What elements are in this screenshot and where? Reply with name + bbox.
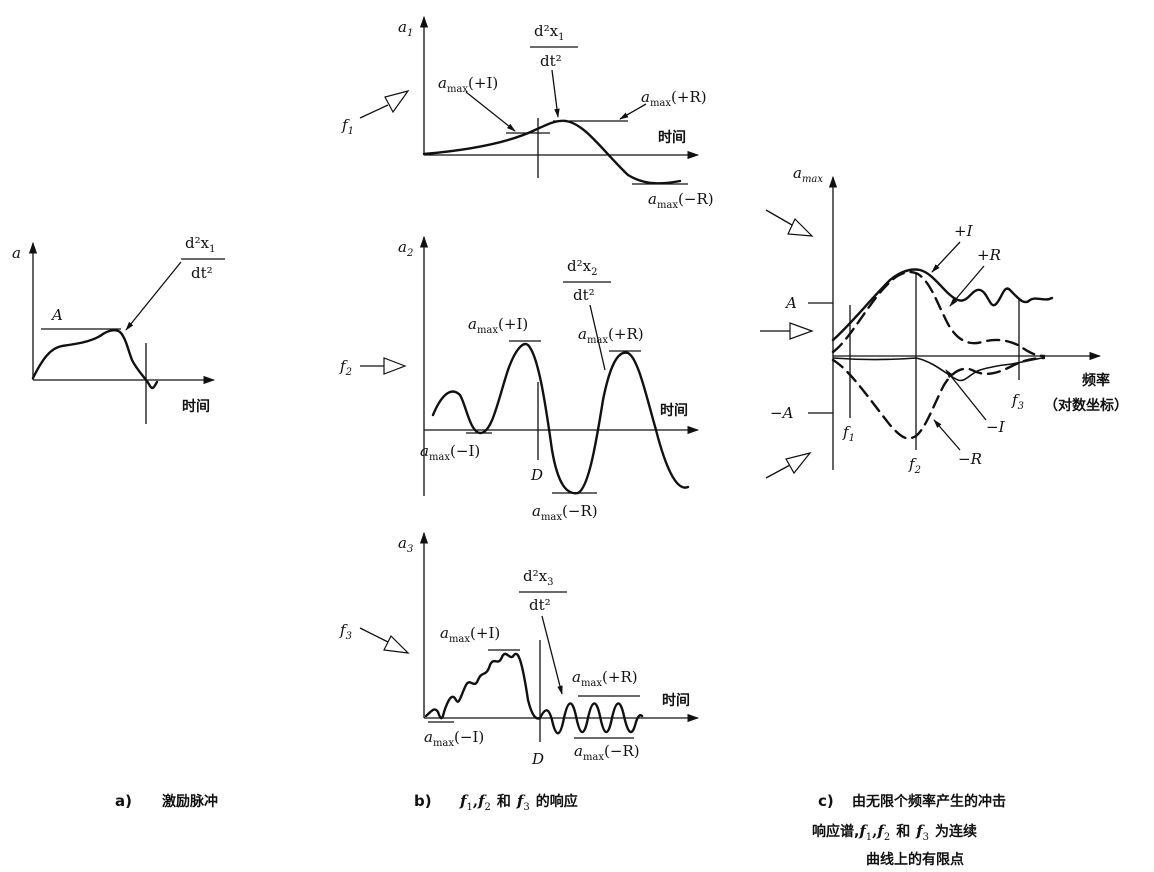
minus-r-curve-label: −R bbox=[958, 450, 982, 468]
f3-y-label: a3 bbox=[398, 534, 413, 555]
f1-x-label: 时间 bbox=[658, 129, 686, 146]
f2-amax-minus-r-label: amax(−R) bbox=[532, 502, 598, 523]
f1-excitation-label: f1 bbox=[341, 116, 354, 137]
caption-a-text: 激励脉冲 bbox=[162, 793, 218, 810]
plus-r-spectrum-curve bbox=[831, 270, 1046, 358]
svg-text:d²x2: d²x2 bbox=[567, 257, 597, 278]
svg-text:d²x1: d²x1 bbox=[185, 234, 215, 255]
plus-r-pointer bbox=[949, 265, 985, 307]
f3-derivative-pointer bbox=[541, 615, 563, 695]
caption-a: a) 激励脉冲 bbox=[115, 792, 218, 810]
panel-b-f1-response: a1 时间 f1 d²x1 dt² amax(+I) amax(+R) amax… bbox=[341, 15, 714, 211]
minus-i-curve-label: −I bbox=[986, 418, 1006, 436]
panel-a-derivative-pointer bbox=[125, 261, 182, 331]
f2-y-label: a2 bbox=[398, 238, 413, 259]
svg-text:d²x1: d²x1 bbox=[534, 22, 564, 43]
f1-arrow-shaft bbox=[359, 104, 389, 119]
panel-a-excitation-pulse: a 时间 A d²x1 dt² bbox=[12, 234, 225, 424]
f3-amax-minus-i-label: amax(−I) bbox=[424, 728, 484, 749]
dt2-text: dt² bbox=[191, 264, 213, 282]
f2-amax-plus-i-label: amax(+I) bbox=[468, 315, 528, 336]
lower-arrow-shaft bbox=[765, 464, 791, 479]
f3-frequency-label: f3 bbox=[1011, 391, 1024, 412]
f2-frequency-label: f2 bbox=[908, 455, 921, 476]
f3-hollow-arrow-icon bbox=[383, 634, 410, 654]
caption-b-text: f1,f2 和 f3 的响应 bbox=[459, 792, 578, 813]
minus-r-pointer bbox=[933, 419, 961, 451]
panel-a-y-label: a bbox=[12, 244, 21, 262]
f3-amax-minus-r-label: amax(−R) bbox=[574, 742, 640, 763]
upper-arrow-shaft bbox=[765, 209, 793, 226]
f2-derivative-label: d²x2 dt² bbox=[563, 257, 611, 304]
f1-plus-r-pointer bbox=[619, 103, 647, 120]
f1-response-curve bbox=[422, 119, 682, 185]
f2-amax-plus-r-label: amax(+R) bbox=[578, 325, 644, 346]
f1-derivative-label: d²x1 dt² bbox=[530, 22, 578, 70]
spectrum-y-label: amax bbox=[793, 164, 823, 185]
caption-c-line3: 曲线上的有限点 bbox=[866, 851, 964, 868]
spectrum-x-sublabel: （对数坐标） bbox=[1044, 397, 1128, 414]
svg-text:dt²: dt² bbox=[540, 52, 562, 70]
lower-hollow-arrow-icon bbox=[785, 451, 812, 475]
f3-derivative-label: d²x3 dt² bbox=[519, 567, 567, 614]
f2-hollow-arrow-icon bbox=[383, 357, 407, 375]
f2-amax-minus-i-label: amax(−I) bbox=[420, 442, 480, 463]
caption-a-letter: a) bbox=[115, 792, 132, 810]
caption-b: b) f1,f2 和 f3 的响应 bbox=[414, 792, 578, 813]
f2-excitation-label: f2 bbox=[339, 357, 352, 378]
d2x-text: d²x bbox=[185, 234, 210, 252]
middle-hollow-arrow-icon bbox=[789, 322, 814, 340]
plus-i-spectrum-curve bbox=[831, 268, 1054, 342]
plus-i-curve-label: +I bbox=[954, 222, 974, 240]
f3-response-curve bbox=[424, 652, 644, 735]
panel-c-shock-response-spectrum: amax A −A f1 f2 f3 频率 （对数坐标） +I +R −I −R bbox=[760, 164, 1128, 479]
f1-amax-minus-r-label: amax(−R) bbox=[648, 190, 714, 211]
minus-i-spectrum-curve bbox=[832, 357, 1043, 382]
f3-x-label: 时间 bbox=[662, 692, 690, 709]
panel-a-pulse-curve bbox=[31, 328, 159, 390]
minus-a-label: −A bbox=[770, 404, 794, 422]
caption-c-letter: c) bbox=[818, 792, 834, 810]
spectrum-x-label: 频率 bbox=[1082, 372, 1110, 389]
f3-amax-plus-r-label: amax(+R) bbox=[572, 668, 638, 689]
minus-i-pointer bbox=[945, 369, 987, 421]
upper-hollow-arrow-icon bbox=[787, 217, 814, 237]
f1-amax-plus-r-label: amax(+R) bbox=[641, 88, 707, 109]
f1-y-label: a1 bbox=[398, 18, 413, 39]
caption-c-line2: 响应谱,f1,f2 和 f3 为连续 bbox=[812, 822, 977, 843]
f1-frequency-label: f1 bbox=[842, 423, 855, 444]
svg-text:dt²: dt² bbox=[529, 596, 551, 614]
f2-d-mark: D bbox=[530, 466, 543, 484]
caption-c: c) 由无限个频率产生的冲击 响应谱,f1,f2 和 f3 为连续 曲线上的有限点 bbox=[812, 792, 1006, 868]
plus-a-label: A bbox=[784, 294, 797, 312]
svg-text:dt²: dt² bbox=[573, 286, 595, 304]
f1-hollow-arrow-icon bbox=[384, 90, 410, 114]
plus-r-curve-label: +R bbox=[977, 246, 1001, 264]
f3-amax-plus-i-label: amax(+I) bbox=[440, 624, 500, 645]
d2x-sub: 1 bbox=[209, 244, 215, 255]
svg-text:d²x3: d²x3 bbox=[523, 567, 553, 588]
f1-derivative-pointer bbox=[551, 69, 560, 118]
f2-response-curve bbox=[431, 342, 690, 495]
f1-plus-i-pointer bbox=[465, 91, 516, 132]
f2-x-label: 时间 bbox=[660, 402, 688, 419]
panel-a-level-label: A bbox=[50, 306, 63, 324]
f2-derivative-pointer bbox=[589, 304, 606, 371]
panel-b-f2-response: a2 时间 f2 D d²x2 dt² amax(+I) amax(+R) am… bbox=[339, 235, 700, 523]
f3-d-mark: D bbox=[531, 750, 544, 768]
minus-r-spectrum-curve bbox=[831, 356, 1046, 440]
caption-b-letter: b) bbox=[414, 792, 432, 810]
caption-c-line1: 由无限个频率产生的冲击 bbox=[852, 793, 1006, 810]
f1-amax-plus-i-label: amax(+I) bbox=[438, 74, 498, 95]
panel-a-x-label: 时间 bbox=[182, 398, 210, 415]
panel-a-derivative-label: d²x1 dt² bbox=[181, 234, 225, 282]
f3-excitation-label: f3 bbox=[339, 621, 352, 642]
plus-i-pointer bbox=[931, 241, 961, 273]
panel-b-f3-response: a3 时间 f3 D d²x3 dt² amax(+I) amax(+R) am… bbox=[339, 531, 700, 768]
f3-arrow-shaft bbox=[359, 627, 389, 643]
